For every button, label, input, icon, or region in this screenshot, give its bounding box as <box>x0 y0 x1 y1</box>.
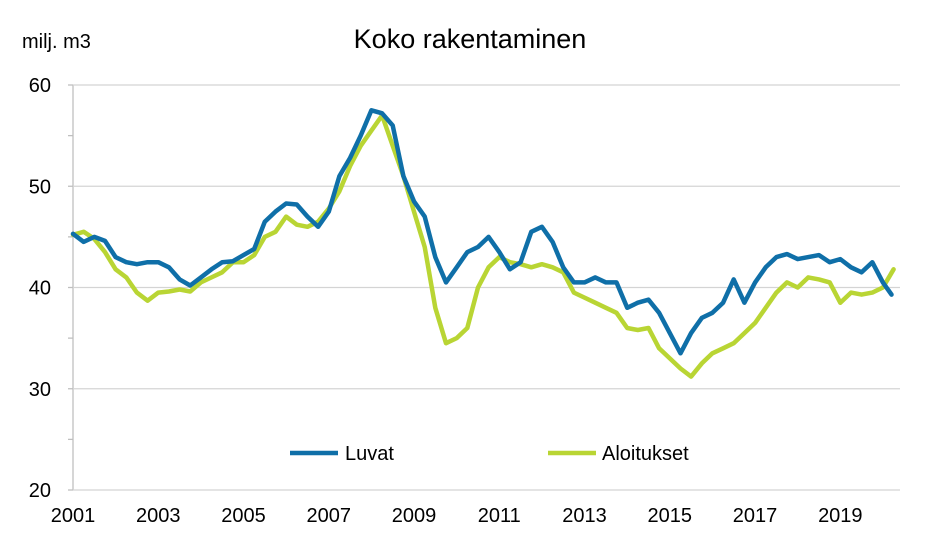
x-tick-label: 2013 <box>562 505 607 527</box>
y-tick-label: 20 <box>29 480 51 502</box>
y-tick-labels: 20 30 40 50 60 <box>29 75 51 502</box>
y-axis-unit-label: milj. m3 <box>22 31 91 53</box>
x-tick-label: 2019 <box>818 505 863 527</box>
grid-lines <box>68 84 900 491</box>
x-tick-label: 2017 <box>733 505 778 527</box>
x-tick-label: 2001 <box>51 505 96 527</box>
x-tick-labels: 2001 2003 2005 2007 2009 2011 2013 2015 2017 2019 <box>51 505 863 527</box>
x-tick-label: 2007 <box>307 505 352 527</box>
x-tick-label: 2005 <box>221 505 266 527</box>
x-tick-label: 2011 <box>478 505 521 527</box>
y-tick-label: 60 <box>29 75 51 97</box>
legend: Luvat Aloitukset <box>290 443 689 465</box>
series-lines <box>70 108 896 379</box>
y-tick-label: 50 <box>29 176 51 198</box>
series-line-aloitukset <box>70 113 896 379</box>
y-tick-label: 30 <box>29 379 51 401</box>
y-tick-label: 40 <box>29 278 51 300</box>
legend-label-luvat: Luvat <box>345 443 394 465</box>
x-tick-label: 2009 <box>392 505 437 527</box>
x-tick-label: 2003 <box>136 505 181 527</box>
legend-label-aloitukset: Aloitukset <box>602 443 689 465</box>
series-line-luvat <box>70 108 894 356</box>
x-tick-label: 2015 <box>648 505 693 527</box>
chart-title: Koko rakentaminen <box>354 24 587 54</box>
